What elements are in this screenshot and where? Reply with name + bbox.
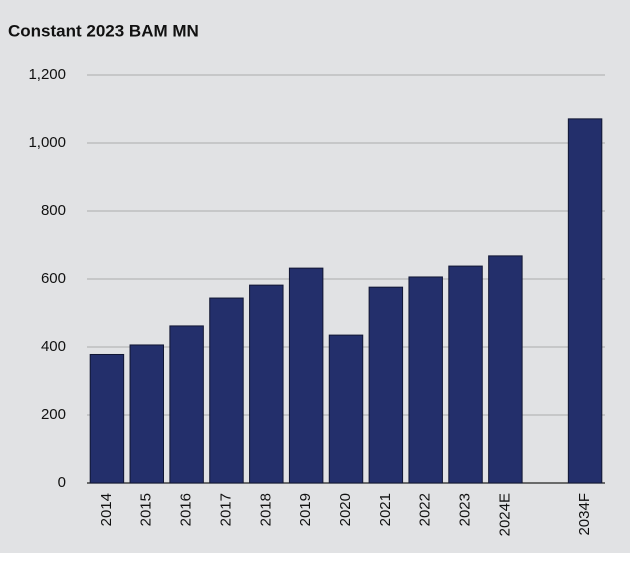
- y-tick-label: 200: [41, 406, 66, 423]
- bar: [368, 286, 404, 484]
- y-tick-label: 600: [41, 270, 66, 287]
- x-tick-label: 2021: [377, 493, 394, 526]
- bar: [328, 334, 364, 484]
- x-tick-label: 2015: [138, 493, 155, 526]
- bar: [408, 276, 443, 484]
- y-tick-label: 400: [41, 338, 66, 355]
- x-tick-label: 2022: [417, 493, 434, 526]
- x-tick-label: 2018: [257, 493, 274, 526]
- x-tick-label: 2019: [297, 493, 314, 526]
- y-tick-label: 0: [58, 474, 66, 491]
- bar: [567, 118, 603, 484]
- x-tick-label: 2024E: [496, 493, 513, 536]
- bar: [249, 284, 284, 484]
- y-tick-label: 1,200: [28, 66, 66, 83]
- chart-title: Constant 2023 BAM MN: [8, 21, 199, 40]
- bar: [169, 325, 204, 484]
- bar: [488, 255, 523, 484]
- y-tick-label: 1,000: [28, 134, 66, 151]
- x-tick-label: 2016: [178, 493, 195, 526]
- bar: [288, 267, 324, 484]
- x-tick-label: 2014: [98, 493, 115, 526]
- x-tick-label: 2034F: [576, 493, 593, 536]
- x-tick-label: 2020: [337, 493, 354, 526]
- x-tick-label: 2017: [217, 493, 234, 526]
- bar: [209, 297, 244, 484]
- bar: [89, 353, 125, 484]
- y-tick-label: 800: [41, 202, 66, 219]
- bar: [448, 265, 483, 484]
- x-tick-label: 2023: [457, 493, 474, 526]
- bar: [129, 344, 165, 484]
